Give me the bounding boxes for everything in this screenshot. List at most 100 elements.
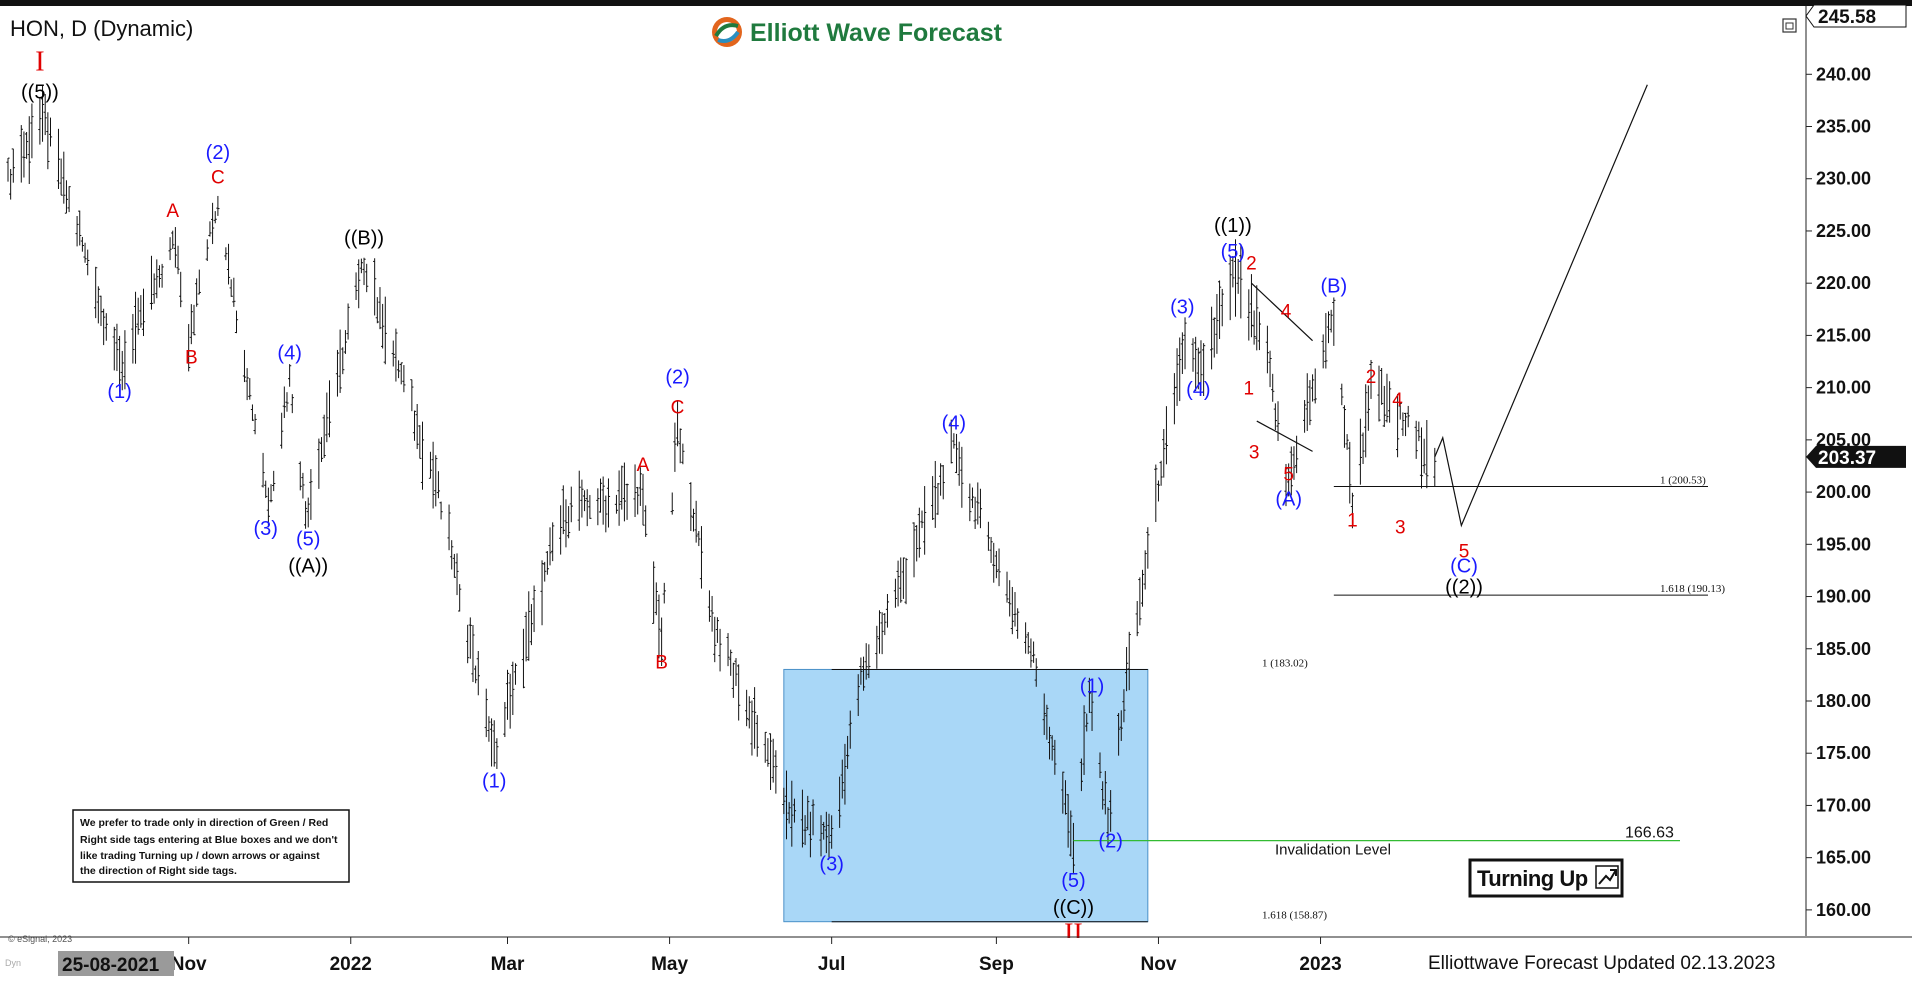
price-bar bbox=[1156, 480, 1161, 502]
price-bar bbox=[341, 347, 345, 375]
wave-label: (3) bbox=[1170, 297, 1194, 319]
price-bar bbox=[1350, 492, 1355, 529]
y-tick-label: 180.00 bbox=[1816, 691, 1871, 711]
price-bar bbox=[171, 230, 175, 249]
price-bar bbox=[1101, 781, 1105, 810]
price-bar bbox=[1236, 259, 1240, 294]
x-tick-label: Sep bbox=[979, 954, 1014, 975]
price-bar bbox=[622, 462, 627, 522]
price-bar bbox=[1228, 256, 1232, 321]
price-bar bbox=[418, 425, 422, 459]
price-bar bbox=[301, 472, 305, 499]
price-bar bbox=[923, 486, 927, 555]
updated-text: Elliottwave Forecast Updated 02.13.2023 bbox=[1428, 953, 1776, 974]
price-bar bbox=[205, 239, 209, 262]
top-border bbox=[0, 0, 1912, 6]
price-bar bbox=[285, 392, 289, 412]
price-bar bbox=[1271, 373, 1275, 402]
price-bar bbox=[149, 255, 154, 310]
wave-label: A bbox=[637, 455, 650, 476]
price-bar bbox=[601, 476, 605, 525]
price-bar bbox=[638, 467, 642, 506]
y-tick-label: 225.00 bbox=[1816, 221, 1871, 241]
price-bar bbox=[1321, 334, 1325, 369]
price-bar bbox=[880, 612, 884, 655]
y-tick-label: 205.00 bbox=[1816, 430, 1871, 450]
x-tick-label: Jul bbox=[818, 954, 845, 975]
price-bar bbox=[250, 404, 255, 421]
price-bar bbox=[1265, 325, 1269, 374]
note-line-4: the direction of Right side tags. bbox=[80, 865, 237, 877]
price-bar bbox=[745, 689, 749, 727]
wave-labels-layer: I ((5)) (1) A B (2) C ((B)) (4) (3) (5) ((A)) (1) (2)… bbox=[21, 46, 1483, 949]
price-bar bbox=[1053, 739, 1057, 775]
price-bar bbox=[1066, 794, 1070, 848]
price-bar bbox=[737, 664, 741, 721]
price-bar bbox=[471, 625, 475, 683]
price-bar bbox=[1098, 752, 1102, 779]
y-tick-label: 220.00 bbox=[1816, 273, 1871, 293]
price-bar bbox=[694, 500, 698, 543]
y-tick-label: 185.00 bbox=[1816, 639, 1871, 659]
price-bar bbox=[1154, 464, 1158, 523]
price-bar bbox=[40, 85, 45, 142]
wave-label: 5 bbox=[1459, 542, 1470, 563]
price-bar bbox=[210, 202, 215, 245]
price-bars-layer bbox=[6, 85, 1437, 873]
price-bar bbox=[136, 297, 140, 335]
price-bar bbox=[1024, 622, 1028, 654]
price-bar bbox=[644, 505, 648, 537]
x-tick-label: May bbox=[651, 954, 688, 975]
price-bar bbox=[543, 561, 547, 582]
price-bar bbox=[1212, 317, 1216, 358]
price-bar bbox=[468, 617, 472, 659]
price-bar bbox=[1233, 239, 1238, 317]
wave-label: (C) bbox=[1450, 556, 1478, 578]
price-bar bbox=[1026, 632, 1030, 655]
price-bar bbox=[792, 798, 797, 823]
price-bar bbox=[545, 551, 549, 575]
price-bar bbox=[322, 414, 326, 458]
price-bar bbox=[1196, 347, 1200, 390]
window-restore-icon[interactable] bbox=[1782, 18, 1797, 33]
price-bar bbox=[1117, 712, 1121, 756]
y-tick-label: 240.00 bbox=[1816, 64, 1871, 84]
price-bar bbox=[755, 714, 759, 757]
fib-level-label: 1.618 (158.87) bbox=[1262, 910, 1327, 922]
price-bar bbox=[264, 480, 268, 498]
price-bar bbox=[338, 329, 342, 393]
price-bar bbox=[978, 488, 983, 529]
fib-level-label: 1 (183.02) bbox=[1262, 657, 1308, 669]
wave-label: (3) bbox=[819, 853, 843, 875]
price-bar bbox=[986, 521, 991, 551]
price-bar bbox=[1419, 427, 1424, 489]
price-bar bbox=[753, 687, 757, 749]
price-bar bbox=[660, 617, 664, 666]
wave-label: (1) bbox=[482, 771, 506, 793]
price-bar bbox=[697, 531, 701, 547]
price-bar bbox=[1109, 790, 1113, 832]
price-bar bbox=[309, 469, 313, 520]
y-tick-label: 215.00 bbox=[1816, 325, 1871, 345]
invalidation-price: 166.63 bbox=[1625, 825, 1674, 842]
price-bar bbox=[141, 288, 146, 337]
wave-label: (4) bbox=[1186, 379, 1210, 401]
price-bar bbox=[1406, 405, 1410, 428]
price-bar bbox=[551, 522, 555, 562]
wave-label: B bbox=[655, 652, 668, 673]
price-bar bbox=[492, 720, 496, 767]
price-bar bbox=[513, 663, 518, 685]
price-bar bbox=[774, 750, 778, 794]
wave-label: ((A)) bbox=[288, 556, 328, 578]
price-bar bbox=[399, 362, 403, 385]
price-bar bbox=[845, 735, 850, 769]
wave-label: (5) bbox=[1221, 241, 1245, 263]
top-price-tag-shape bbox=[1805, 4, 1907, 28]
wave-label: 1 bbox=[1347, 510, 1358, 531]
price-bar bbox=[354, 272, 358, 300]
price-bar bbox=[598, 478, 603, 513]
price-bar bbox=[856, 674, 860, 717]
y-tick-label: 175.00 bbox=[1816, 743, 1871, 763]
price-bar bbox=[699, 526, 704, 589]
